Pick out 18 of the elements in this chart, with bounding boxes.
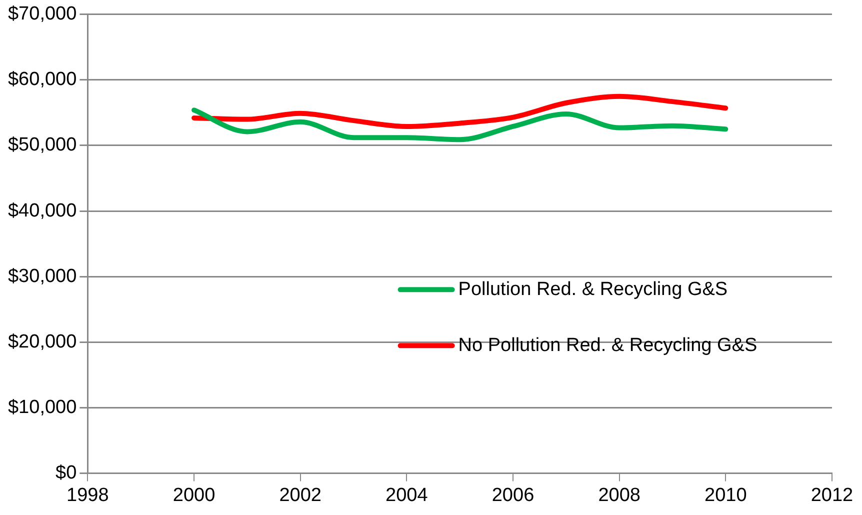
y-tick-label: $60,000 bbox=[8, 69, 77, 90]
x-tick-label: 2012 bbox=[810, 484, 854, 506]
y-tick-label: $20,000 bbox=[8, 331, 77, 352]
x-tick-label: 2002 bbox=[279, 484, 322, 506]
y-tick-label: $0 bbox=[56, 462, 77, 484]
x-tick-label: 1998 bbox=[66, 484, 109, 506]
y-tick-label: $70,000 bbox=[8, 4, 77, 25]
y-tick-label: $10,000 bbox=[8, 396, 77, 418]
y-tick-label: $30,000 bbox=[8, 266, 77, 287]
legend-label: No Pollution Red. & Recycling G&S bbox=[458, 334, 758, 356]
legend-label: Pollution Red. & Recycling G&S bbox=[458, 278, 728, 300]
x-tick-label: 2010 bbox=[704, 484, 747, 506]
y-tick-label: $40,000 bbox=[8, 200, 77, 222]
x-tick-label: 2006 bbox=[492, 484, 534, 506]
x-tick-label: 2008 bbox=[598, 484, 640, 506]
y-tick-label: $50,000 bbox=[8, 134, 77, 156]
x-tick-label: 2004 bbox=[386, 484, 428, 506]
x-tick-label: 2000 bbox=[172, 484, 216, 506]
